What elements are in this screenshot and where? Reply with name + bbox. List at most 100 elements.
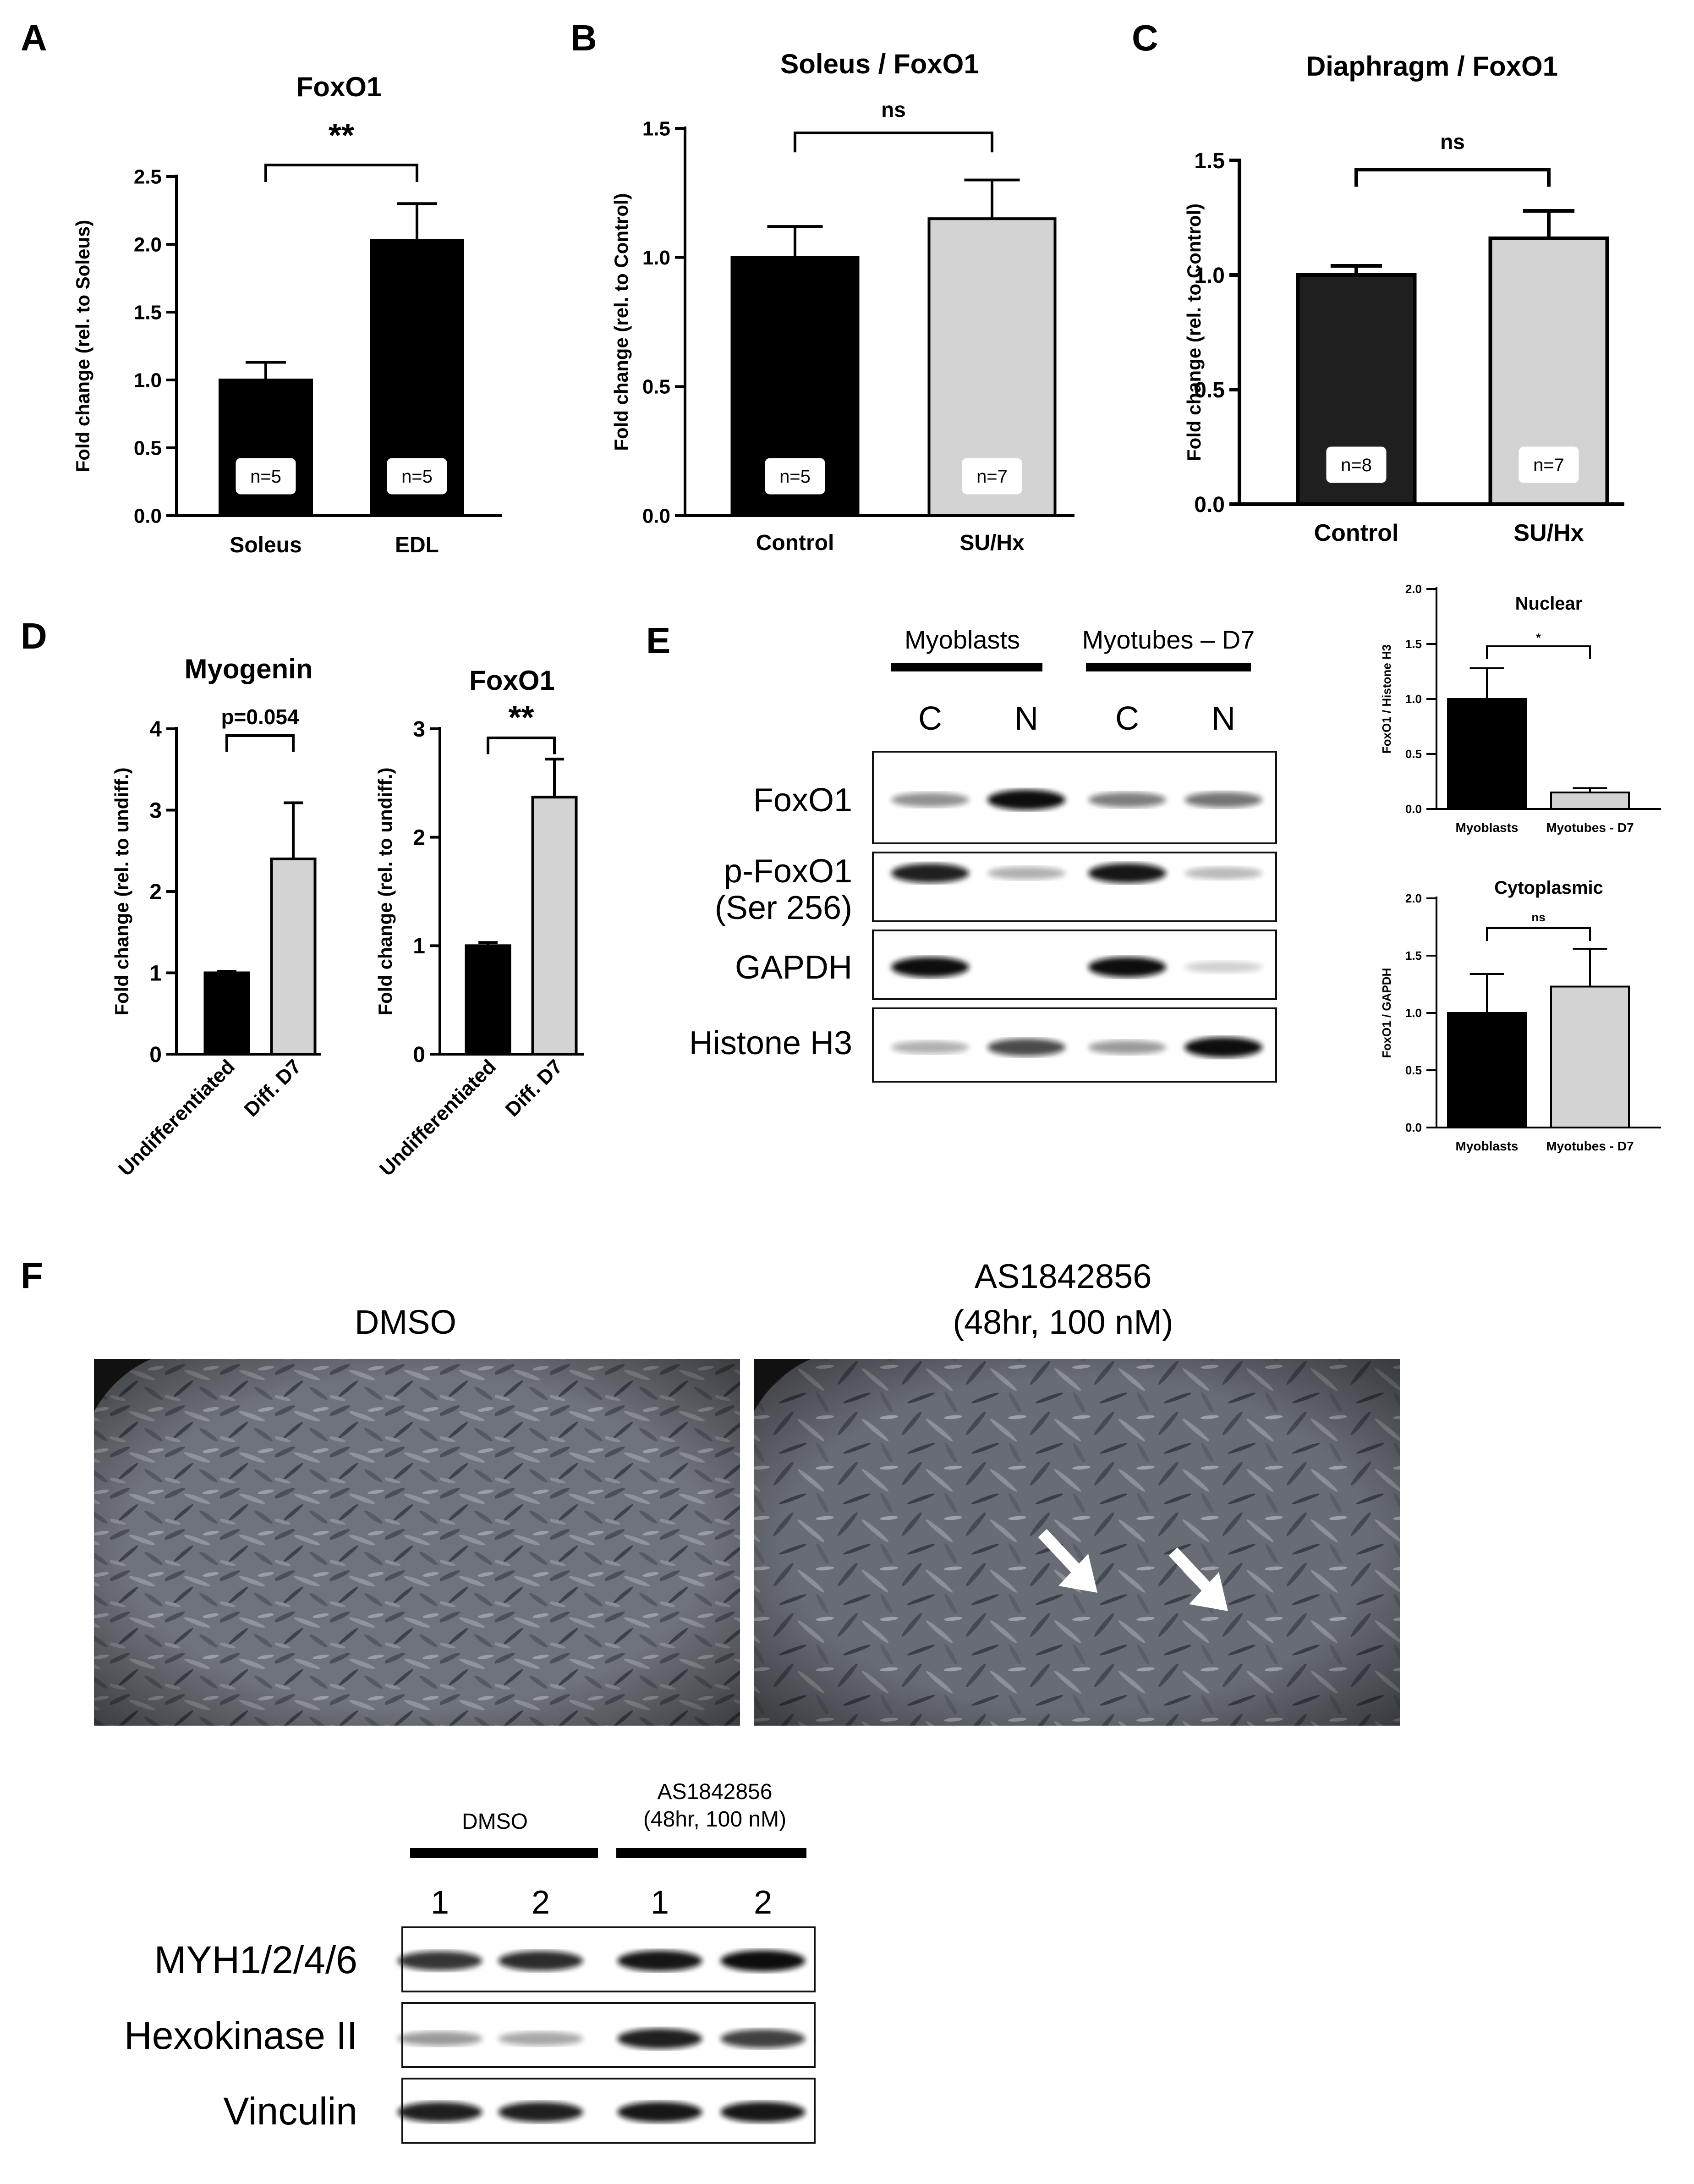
panel-label-f: F — [21, 1255, 43, 1296]
y-tick-label: 1.0 — [642, 247, 670, 269]
blot-e-band — [1088, 957, 1166, 977]
n-label-box — [236, 458, 296, 495]
y-tick-label: 1.5 — [1194, 149, 1225, 173]
blot-e-lane-2: N — [1014, 700, 1038, 737]
chart-c-diaphragm-foxo1: Diaphragm / FoxO1 Fold change (rel. to Co… — [1183, 51, 1624, 546]
x-tick-label: Myoblasts — [1456, 820, 1519, 835]
chart-d-foxo1: FoxO1 Fold change (rel. to undiff.) 0 1 2 3 Un… — [374, 665, 584, 1181]
chart-a-foxo1: FoxO1 Fold change (rel. to Soleus) 0.0 0.5 1… — [72, 72, 502, 557]
y-tick-label: 1.0 — [134, 369, 162, 391]
blot-f-band — [397, 1951, 482, 1970]
x-tick-label: Control — [1314, 520, 1399, 546]
bar — [1447, 698, 1527, 810]
blot-f-band — [720, 2101, 806, 2123]
y-tick-label: 0.0 — [1405, 1121, 1422, 1134]
y-tick-label: 2.0 — [1405, 891, 1422, 905]
bar — [1550, 985, 1630, 1128]
blot-f-band — [617, 1950, 702, 1971]
y-axis-label: Fold change (rel. to Soleus) — [72, 220, 93, 473]
y-tick-label: 1.5 — [1405, 637, 1422, 651]
y-tick-label: 3 — [413, 717, 425, 742]
panel-label-e: E — [646, 620, 670, 661]
significance-label: ns — [1531, 910, 1545, 924]
y-axis-label: FoxO1 / Histone H3 — [1380, 644, 1393, 754]
blot-f-band — [617, 2101, 702, 2123]
significance-label: ns — [1440, 130, 1465, 154]
blot-f-band — [498, 2031, 583, 2046]
blot-e-band — [987, 790, 1065, 810]
y-tick-label: 1.0 — [1405, 692, 1422, 706]
y-axis-label: Fold change (rel. to undiff.) — [111, 767, 132, 1015]
blot-f-lane-1: 1 — [431, 1884, 449, 1921]
x-tick-label: Myotubes - D7 — [1546, 1139, 1634, 1153]
blot-e-frame-pfoxo1 — [872, 852, 1277, 922]
y-tick-label: 0.5 — [642, 376, 670, 398]
y-tick-label: 1.5 — [134, 301, 162, 324]
y-axis-label: Fold change (rel. to Control) — [1183, 204, 1205, 461]
chart-title: Soleus / FoxO1 — [780, 49, 979, 79]
y-tick-label: 0.0 — [134, 505, 162, 527]
blot-e-band — [891, 1040, 969, 1054]
y-tick-label: 0.0 — [642, 505, 670, 527]
chart-title: FoxO1 — [296, 72, 382, 102]
blot-e-group-bar-myotubes — [1086, 663, 1251, 671]
blot-e-band — [1088, 863, 1166, 883]
y-tick-label: 4 — [149, 717, 162, 742]
blot-f-lane-2: 2 — [532, 1884, 550, 1921]
n-label-box — [387, 458, 447, 495]
blot-e-band — [891, 792, 969, 807]
significance-bracket — [264, 164, 418, 182]
significance-label: * — [1536, 631, 1541, 644]
y-tick-label: 0 — [149, 1043, 162, 1067]
significance-label: ns — [881, 98, 906, 121]
blot-f-bands — [397, 1950, 806, 2123]
x-tick-label: Undifferentiated — [114, 1055, 239, 1180]
blot-f-band — [617, 2029, 702, 2049]
x-tick-label: Myoblasts — [1456, 1139, 1519, 1153]
western-blot-e: Myoblasts Myotubes – D7 C N C N FoxO1 p-… — [689, 625, 1277, 1083]
significance-bracket — [1486, 645, 1591, 659]
y-tick-label: 1 — [149, 961, 162, 985]
blot-e-group-myoblasts: Myoblasts — [905, 625, 1020, 654]
blot-f-lane-3: 1 — [651, 1884, 669, 1921]
y-tick-label: 2.0 — [1405, 582, 1422, 596]
y-tick-label: 0.5 — [134, 437, 162, 459]
y-tick-label: 1.5 — [1405, 949, 1422, 963]
blot-f-group-bar-dmso — [410, 1848, 598, 1858]
y-tick-label: 0.0 — [1405, 802, 1422, 816]
panel-label-d: D — [21, 616, 47, 656]
micro-image-dmso — [94, 1359, 740, 1726]
chart-b-soleus-foxo1: Soleus / FoxO1 Fold change (rel. to Contr… — [610, 49, 1075, 555]
chart-e-cytoplasmic: Cytoplasmic FoxO1 / GAPDH 0.0 0.5 1.0 1.5 2.0 M… — [1380, 878, 1661, 1153]
y-tick-label: 0.0 — [1194, 493, 1225, 517]
x-tick-label: Diff. D7 — [501, 1055, 567, 1121]
blot-e-lane-1: C — [918, 700, 942, 737]
panel-label-a: A — [21, 17, 47, 58]
y-tick-label: 1.0 — [1405, 1006, 1422, 1020]
y-tick-label: 2.5 — [134, 165, 162, 188]
blot-e-lane-3: C — [1115, 700, 1139, 737]
blot-f-band — [498, 2102, 583, 2122]
n-label-box — [962, 458, 1022, 495]
y-tick-label: 0.5 — [1405, 747, 1422, 761]
y-tick-label: 2 — [413, 825, 425, 850]
panel-label-b: B — [570, 17, 597, 58]
chart-e-nuclear: Nuclear FoxO1 / Histone H3 0.0 0.5 1.0 1.5 2.0… — [1380, 582, 1661, 835]
blot-e-band — [987, 1038, 1065, 1056]
blot-f-band — [720, 2029, 806, 2048]
n-label-box — [1326, 446, 1387, 483]
y-axis-label: Fold change (rel. to undiff.) — [374, 767, 396, 1015]
blot-f-label-myh: MYH1/2/4/6 — [154, 1938, 357, 1981]
blot-e-bands — [891, 790, 1262, 1057]
x-tick-label: Soleus — [230, 533, 302, 557]
bar — [203, 971, 250, 1056]
arrow-icon — [1168, 1547, 1228, 1611]
bar — [270, 858, 317, 1056]
bar — [219, 379, 313, 517]
x-tick-label: Myotubes - D7 — [1546, 820, 1634, 835]
y-axis-label: FoxO1 / GAPDH — [1380, 968, 1393, 1058]
blot-e-label-foxo1: FoxO1 — [753, 782, 852, 819]
significance-label: ** — [329, 117, 354, 154]
blot-e-label-pfoxo1: p-FoxO1 — [724, 853, 852, 890]
blot-e-band — [1184, 1037, 1262, 1057]
